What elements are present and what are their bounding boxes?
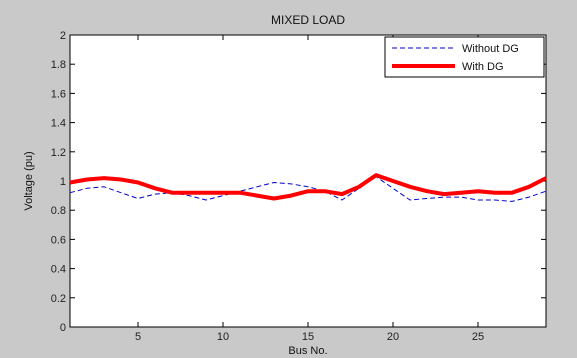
y-tick-label: 0.2 — [51, 293, 66, 305]
y-tick-label: 1.2 — [51, 147, 66, 159]
x-tick-label: 15 — [302, 331, 314, 343]
x-tick-label: 5 — [135, 331, 141, 343]
y-tick-label: 1 — [60, 176, 66, 188]
y-tick-label: 1.4 — [51, 118, 66, 130]
y-tick-label: 0.6 — [51, 234, 66, 246]
x-tick-label: 10 — [217, 331, 229, 343]
y-tick-label: 0.8 — [51, 205, 66, 217]
legend-label-with-dg: With DG — [462, 61, 504, 73]
x-tick-label: 25 — [472, 331, 484, 343]
axis-ticks: 00.20.40.60.811.21.41.61.825 10 15 20 25 — [51, 30, 546, 343]
y-tick-label: 1.8 — [51, 59, 66, 71]
y-axis-label: Voltage (pu) — [23, 151, 35, 210]
x-axis-label: Bus No. — [288, 345, 327, 357]
x-tick-label: 20 — [387, 331, 399, 343]
y-tick-label: 1.6 — [51, 88, 66, 100]
y-tick-label: 0 — [60, 322, 66, 334]
plot-area — [69, 34, 547, 328]
y-tick-label: 2 — [60, 30, 66, 42]
chart-title: MIXED LOAD — [271, 13, 345, 27]
series-line-with-dg — [69, 173, 547, 201]
legend: Without DG With DG — [384, 36, 545, 78]
legend-box — [384, 36, 545, 78]
series-line-without-dg — [69, 176, 547, 202]
y-tick-label: 0.4 — [51, 264, 66, 276]
legend-label-without-dg: Without DG — [462, 43, 519, 55]
series-lines — [69, 173, 547, 202]
